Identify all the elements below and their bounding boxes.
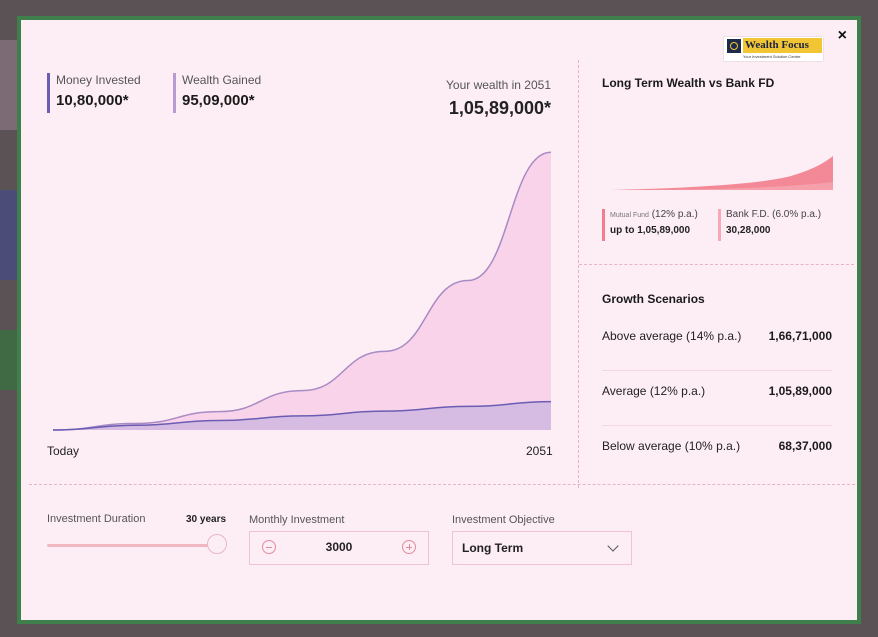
mutual-fund-color-bar — [602, 209, 605, 241]
scenario-value: 1,05,89,000 — [768, 384, 832, 398]
backdrop-strip — [0, 190, 20, 280]
calculator-modal: × Wealth Focus Your Investment Solution … — [17, 16, 861, 624]
comparison-chart — [611, 156, 833, 190]
scenario-row: Above average (14% p.a.) 1,66,71,000 — [602, 315, 832, 371]
money-invested-line — [52, 400, 552, 431]
duration-slider-track[interactable] — [47, 544, 217, 547]
scenario-value: 68,37,000 — [778, 439, 832, 453]
scenario-label: Below average (10% p.a.) — [602, 439, 741, 453]
gained-label: Wealth Gained — [182, 73, 262, 87]
invested-color-bar — [47, 73, 50, 113]
future-value: 1,05,89,000* — [448, 98, 551, 118]
chevron-down-icon[interactable] — [607, 540, 619, 552]
mutual-fund-stat: Mutual Fund (12% p.a.) up to 1,05,89,000 — [602, 209, 698, 241]
duration-slider-thumb[interactable] — [207, 534, 227, 554]
monthly-investment-value[interactable]: 3000 — [325, 540, 353, 554]
invested-label: Money Invested — [56, 73, 141, 87]
panel-divider — [578, 60, 579, 488]
backdrop-strip — [0, 330, 20, 390]
gained-stat: Wealth Gained 95,09,000* — [173, 73, 262, 113]
monthly-label: Monthly Investment — [249, 514, 345, 526]
bank-fd-name: Bank F.D. (6.0% p.a.) — [726, 209, 822, 220]
x-tick-start: Today — [47, 444, 80, 458]
invested-stat: Money Invested 10,80,000* — [47, 73, 141, 113]
future-wealth: Your wealth in 2051 1,05,89,000* — [446, 78, 551, 119]
gained-value: 95,09,000* — [182, 92, 255, 109]
monthly-investment-stepper[interactable]: 3000 — [249, 531, 429, 565]
mutual-fund-area — [611, 156, 833, 190]
mutual-fund-amount: up to 1,05,89,000 — [610, 225, 691, 236]
comparison-title: Long Term Wealth vs Bank FD — [602, 76, 775, 90]
plus-icon[interactable] — [402, 540, 416, 554]
wealth-growth-chart — [52, 151, 552, 431]
future-label: Your wealth in 2051 — [446, 78, 551, 92]
gained-color-bar — [173, 73, 176, 113]
bank-fd-amount: 30,28,000 — [726, 225, 771, 236]
scenario-label: Above average (14% p.a.) — [602, 329, 742, 343]
logo-tagline: Your Investment Solution Centre — [743, 54, 801, 59]
modal-body: × Wealth Focus Your Investment Solution … — [21, 20, 857, 620]
scenarios-title: Growth Scenarios — [602, 292, 705, 306]
logo-name: Wealth Focus — [743, 38, 822, 53]
scenario-row: Below average (10% p.a.) 68,37,000 — [602, 425, 832, 480]
bank-fd-area — [611, 182, 833, 190]
invested-value: 10,80,000* — [56, 92, 129, 109]
duration-value: 30 years — [186, 514, 227, 525]
logo-mark-icon — [727, 39, 741, 53]
minus-icon[interactable] — [262, 540, 276, 554]
backdrop-strip — [0, 40, 20, 130]
objective-select[interactable]: Long Term — [452, 531, 632, 565]
scenario-value: 1,66,71,000 — [768, 329, 832, 343]
bank-fd-color-bar — [718, 209, 721, 241]
objective-value: Long Term — [462, 541, 524, 555]
scenario-label: Average (12% p.a.) — [602, 384, 706, 398]
controls-divider — [29, 484, 855, 485]
scenario-row: Average (12% p.a.) 1,05,89,000 — [602, 370, 832, 426]
duration-label: Investment Duration — [47, 513, 146, 525]
bank-fd-stat: Bank F.D. (6.0% p.a.) 30,28,000 — [718, 209, 822, 241]
mutual-fund-rate: (12% p.a.) — [651, 209, 698, 220]
objective-label: Investment Objective — [452, 514, 555, 526]
total-wealth-area — [53, 152, 551, 430]
brand-logo: Wealth Focus Your Investment Solution Ce… — [724, 37, 823, 61]
x-tick-end: 2051 — [526, 444, 553, 458]
close-button[interactable]: × — [837, 27, 847, 44]
total-wealth-line — [52, 151, 552, 431]
section-divider — [579, 264, 854, 265]
mutual-fund-name: Mutual Fund — [610, 212, 649, 219]
